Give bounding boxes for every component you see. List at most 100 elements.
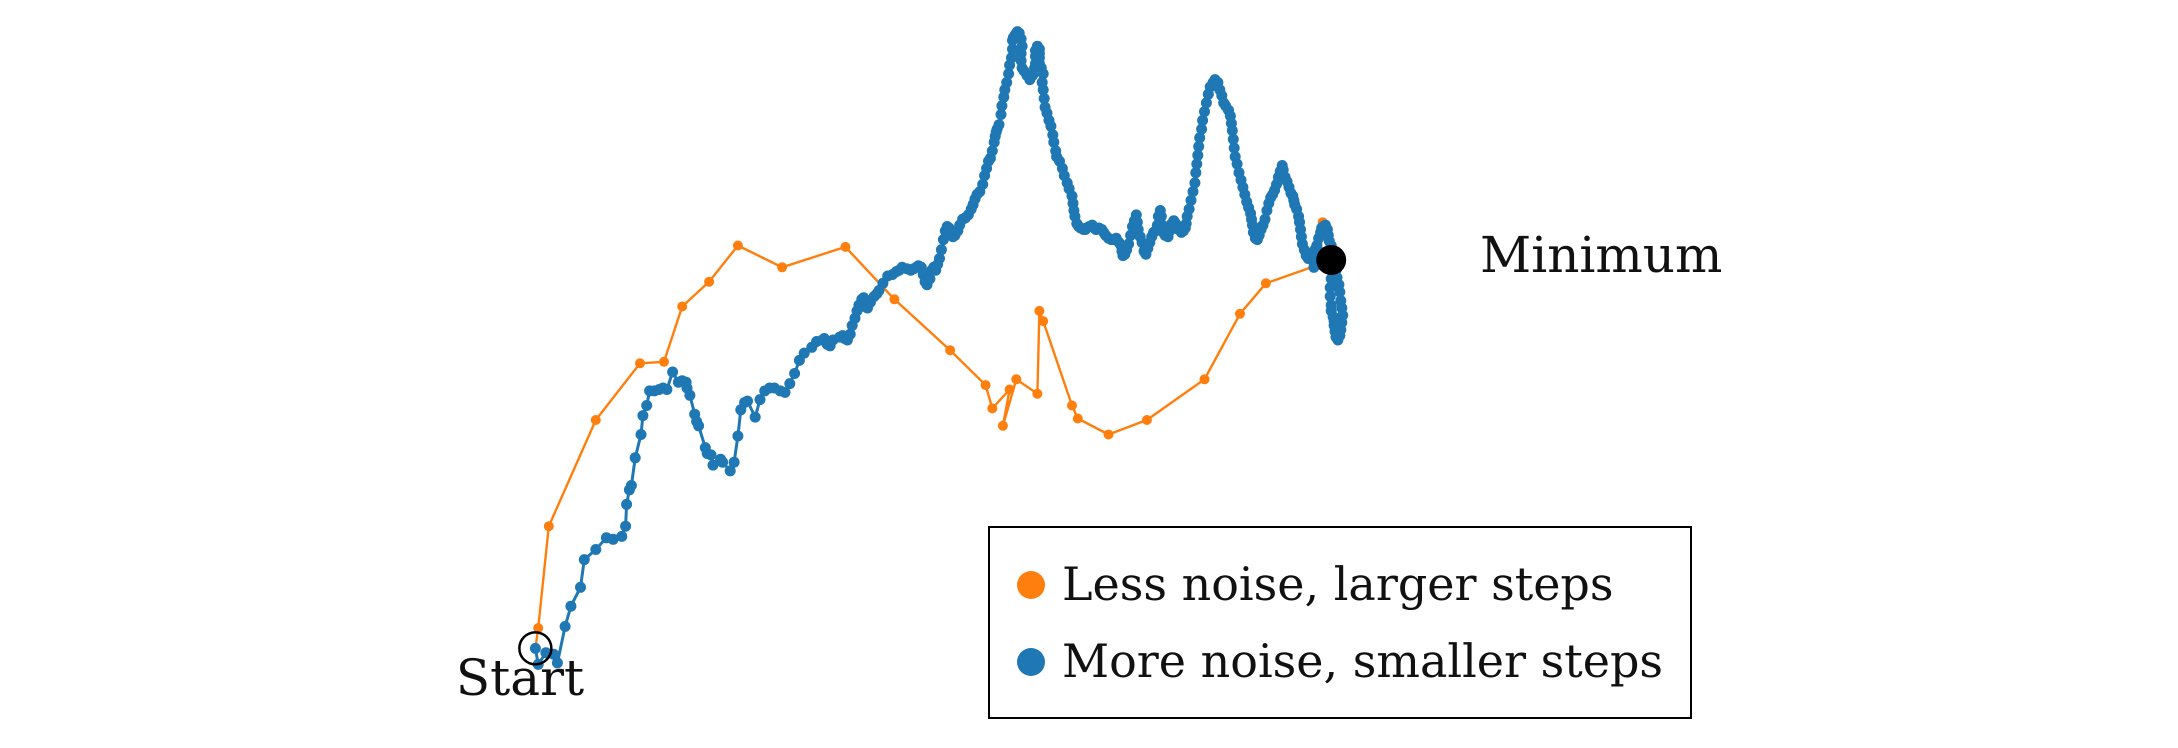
data-point	[1007, 43, 1018, 55]
legend-label-less-noise: Less noise, larger steps	[1062, 557, 1613, 611]
data-point	[1067, 400, 1077, 411]
data-point	[1037, 84, 1049, 96]
data-point	[1325, 273, 1337, 285]
data-point	[728, 456, 740, 468]
data-point	[1038, 93, 1050, 104]
data-point	[1191, 158, 1203, 170]
data-point	[945, 345, 956, 356]
data-point	[641, 400, 653, 411]
data-point	[684, 389, 696, 401]
data-point	[590, 415, 601, 425]
data-point	[986, 145, 998, 157]
data-point	[1228, 142, 1240, 154]
data-point	[996, 100, 1008, 112]
data-point	[1001, 77, 1013, 88]
data-point	[1123, 238, 1135, 250]
data-point	[1003, 68, 1015, 80]
data-point	[749, 411, 761, 423]
data-point	[1226, 125, 1238, 136]
data-point	[1187, 186, 1199, 198]
data-point	[993, 119, 1005, 131]
data-point	[1034, 305, 1045, 316]
data-point	[1004, 384, 1015, 395]
data-point	[529, 642, 541, 654]
data-point	[661, 384, 673, 395]
data-point	[565, 600, 577, 612]
data-point	[987, 403, 998, 414]
data-point	[621, 498, 633, 510]
data-point	[1199, 106, 1210, 118]
data-point	[533, 623, 544, 633]
data-point	[1197, 114, 1209, 126]
data-point	[1072, 413, 1083, 424]
data-point	[616, 530, 628, 542]
data-point	[625, 480, 637, 491]
data-point	[1231, 158, 1243, 170]
start-marker	[518, 631, 553, 666]
data-point	[1199, 374, 1210, 385]
data-point	[732, 240, 743, 251]
data-point	[590, 544, 602, 555]
data-point	[1037, 68, 1049, 80]
data-point	[659, 356, 669, 367]
data-point	[1183, 203, 1195, 215]
data-point	[1103, 429, 1114, 440]
data-point	[1227, 133, 1239, 145]
minimum-marker	[1316, 245, 1347, 275]
data-point	[1189, 177, 1201, 189]
data-point	[704, 276, 715, 287]
data-point	[1185, 194, 1197, 206]
data-point	[997, 420, 1008, 431]
data-point	[559, 621, 571, 632]
data-point	[1324, 282, 1336, 294]
data-point	[935, 244, 947, 256]
data-point	[1308, 261, 1320, 273]
data-point	[551, 657, 563, 669]
data-point	[1011, 374, 1022, 385]
data-point	[732, 430, 744, 442]
data-point	[635, 429, 647, 440]
data-point	[1193, 141, 1205, 152]
data-point	[1235, 308, 1245, 319]
data-point	[1155, 210, 1167, 222]
data-point	[1190, 167, 1202, 179]
data-point	[1045, 120, 1057, 132]
data-point	[1324, 290, 1336, 302]
data-point	[1200, 97, 1212, 109]
data-point	[693, 420, 705, 432]
data-point	[1048, 136, 1060, 148]
data-point	[889, 294, 900, 305]
data-point	[784, 378, 796, 390]
data-point	[667, 366, 679, 378]
data-point	[742, 395, 753, 407]
data-point	[1192, 149, 1204, 161]
data-point	[1038, 316, 1049, 327]
data-point	[1325, 299, 1337, 311]
data-point	[629, 452, 641, 464]
data-point	[980, 380, 991, 391]
data-point	[724, 465, 736, 477]
data-point	[607, 533, 619, 545]
legend-swatch-orange	[1017, 571, 1045, 599]
data-point	[798, 347, 810, 359]
data-point	[620, 520, 632, 532]
data-point	[924, 273, 936, 285]
data-point	[1260, 278, 1271, 289]
data-point	[977, 178, 989, 190]
data-point	[705, 449, 717, 461]
data-point	[543, 521, 554, 532]
data-point	[1006, 52, 1017, 64]
data-point	[1141, 415, 1152, 425]
start-label: Start	[456, 649, 584, 707]
data-point	[754, 394, 766, 406]
data-point	[779, 386, 791, 398]
data-point	[717, 456, 729, 468]
data-point	[707, 459, 719, 471]
data-point	[635, 358, 645, 369]
data-point	[1194, 132, 1206, 144]
marker-layer	[518, 245, 1347, 666]
data-point	[840, 241, 851, 252]
legend-label-more-noise: More noise, smaller steps	[1062, 634, 1663, 688]
data-point	[1196, 123, 1208, 135]
